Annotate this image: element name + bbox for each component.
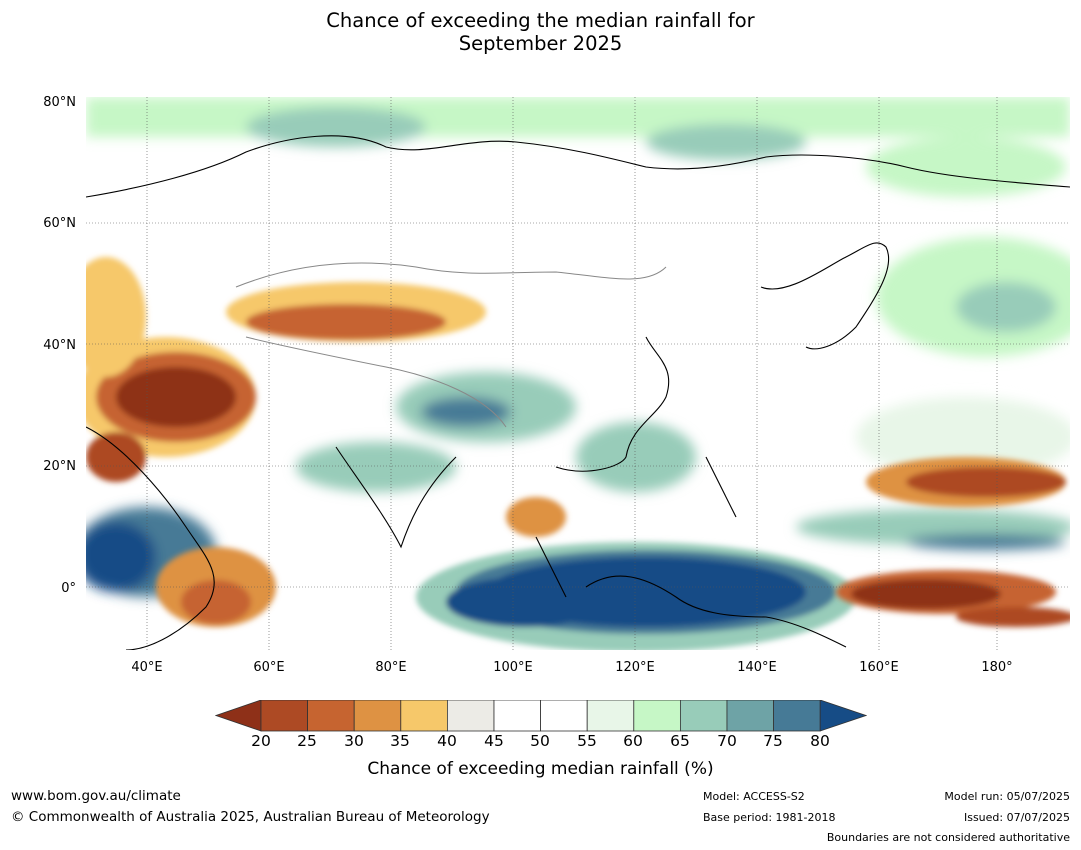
probability-field-high bbox=[86, 97, 1070, 597]
lat-label-40n: 40°N bbox=[43, 338, 76, 353]
colorbar bbox=[215, 700, 867, 732]
probability-field-low bbox=[86, 257, 1070, 627]
colorbar-segment-60-65 bbox=[633, 700, 681, 732]
base-period-text: Base period: 1981-2018 bbox=[703, 811, 836, 824]
colorbar-segment-below-20 bbox=[215, 700, 262, 732]
lat-label-80n: 80°N bbox=[43, 95, 76, 110]
colorbar-tick-80: 80 bbox=[810, 732, 830, 750]
model-text: Model: ACCESS-S2 bbox=[703, 790, 805, 803]
chart-title: Chance of exceeding the median rainfall … bbox=[0, 9, 1081, 55]
colorbar-segment-30-35 bbox=[353, 700, 402, 732]
colorbar-segment-20-25 bbox=[260, 700, 308, 732]
colorbar-tick-25: 25 bbox=[297, 732, 317, 750]
colorbar-label: Chance of exceeding median rainfall (%) bbox=[367, 759, 714, 779]
colorbar-tick-20: 20 bbox=[251, 732, 271, 750]
model-run-text: Model run: 05/07/2025 bbox=[944, 790, 1070, 803]
colorbar-segment-40-45 bbox=[446, 700, 495, 732]
copyright-text: © Commonwealth of Australia 2025, Austra… bbox=[11, 809, 490, 825]
colorbar-segment-25-30 bbox=[307, 700, 355, 732]
colorbar-segment-50-55 bbox=[540, 700, 588, 732]
coastlines bbox=[86, 135, 1070, 650]
disclaimer-text: Boundaries are not considered authoritat… bbox=[826, 831, 1070, 844]
colorbar-segment-65-70 bbox=[679, 700, 728, 732]
colorbar-tick-55: 55 bbox=[577, 732, 597, 750]
lon-label-160e: 160°E bbox=[859, 660, 899, 675]
colorbar-tick-50: 50 bbox=[530, 732, 550, 750]
colorbar-tick-45: 45 bbox=[484, 732, 504, 750]
colorbar-tick-75: 75 bbox=[763, 732, 783, 750]
issued-text: Issued: 07/07/2025 bbox=[963, 811, 1070, 824]
colorbar-segment-75-80 bbox=[773, 700, 821, 732]
colorbar-segment-35-40 bbox=[400, 700, 448, 732]
website-link[interactable]: www.bom.gov.au/climate bbox=[11, 788, 181, 804]
colorbar-tick-70: 70 bbox=[717, 732, 737, 750]
lon-label-80e: 80°E bbox=[375, 660, 407, 675]
colorbar-segment-above-80 bbox=[819, 700, 867, 732]
country-borders bbox=[235, 262, 667, 428]
title-line-1: Chance of exceeding the median rainfall … bbox=[326, 9, 755, 32]
map-svg bbox=[86, 97, 1070, 650]
lon-label-100e: 100°E bbox=[493, 660, 533, 675]
lon-label-140e: 140°E bbox=[737, 660, 777, 675]
lon-label-180: 180° bbox=[981, 660, 1013, 675]
colorbar-tick-60: 60 bbox=[623, 732, 643, 750]
rainfall-probability-map[interactable] bbox=[86, 97, 1070, 650]
graticule bbox=[86, 97, 1070, 650]
colorbar-segment-45-50 bbox=[493, 700, 541, 732]
lon-label-60e: 60°E bbox=[253, 660, 285, 675]
lat-label-20n: 20°N bbox=[43, 459, 76, 474]
colorbar-segment-70-75 bbox=[726, 700, 774, 732]
colorbar-tick-35: 35 bbox=[390, 732, 410, 750]
lat-label-0: 0° bbox=[61, 581, 76, 596]
colorbar-segment-55-60 bbox=[586, 700, 635, 732]
colorbar-tick-30: 30 bbox=[344, 732, 364, 750]
lon-label-40e: 40°E bbox=[131, 660, 163, 675]
lat-label-60n: 60°N bbox=[43, 216, 76, 231]
probability-field-maritime bbox=[416, 542, 856, 650]
colorbar-tick-65: 65 bbox=[670, 732, 690, 750]
title-line-2: September 2025 bbox=[458, 32, 623, 55]
colorbar-tick-40: 40 bbox=[437, 732, 457, 750]
lon-label-120e: 120°E bbox=[615, 660, 655, 675]
